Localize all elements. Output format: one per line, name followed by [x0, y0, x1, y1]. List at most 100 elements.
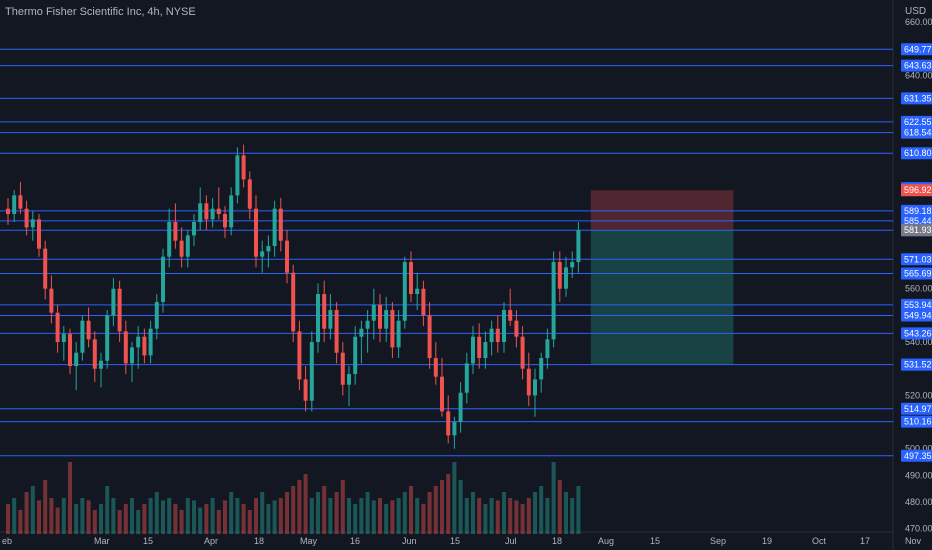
volume-bar [415, 498, 420, 534]
candle-body [415, 288, 420, 295]
x-tick-label: 17 [860, 536, 870, 546]
take-profit-zone [590, 230, 734, 365]
candle-body [24, 208, 29, 228]
volume-bar [198, 507, 203, 534]
volume-bar [514, 500, 519, 534]
volume-bar [229, 492, 234, 534]
level-badge [901, 449, 932, 462]
volume-bar [359, 498, 364, 534]
volume-bar [99, 504, 103, 534]
candle-body [316, 294, 320, 343]
candle-body [161, 256, 165, 303]
x-tick-label: 16 [350, 536, 360, 546]
x-tick-label: Apr [204, 536, 218, 546]
volume-bar [105, 486, 110, 534]
volume-bar [316, 492, 320, 534]
candle-body [173, 222, 178, 241]
candle-body [229, 195, 234, 228]
volume-bar [6, 504, 10, 534]
volume-bar [117, 510, 122, 534]
volume-bar [210, 498, 215, 534]
volume-bar [216, 510, 221, 534]
candle-body [309, 342, 314, 401]
candle-body [37, 219, 41, 249]
candle-body [179, 240, 184, 257]
x-tick-label: Oct [812, 536, 827, 546]
volume-bar [340, 480, 345, 534]
x-tick-label: 18 [552, 536, 562, 546]
volume-bar [334, 492, 339, 534]
candle-body [18, 195, 23, 209]
level-badge-label: 631.35 [904, 93, 932, 103]
volume-bar [130, 498, 134, 534]
stop-loss-zone [590, 190, 734, 231]
candle-body [30, 219, 35, 228]
volume-bar [49, 498, 54, 534]
level-badge [901, 147, 932, 160]
level-badge-label: 497.35 [904, 451, 932, 461]
volume-bar [74, 504, 79, 534]
last-price-label: 581.93 [904, 225, 932, 235]
volume-bar [309, 498, 314, 534]
candle-body [142, 336, 147, 356]
volume-bar [142, 504, 147, 534]
candle-body [502, 310, 506, 343]
level-badge [901, 358, 932, 371]
candle-body [464, 363, 469, 393]
volume-bar [285, 492, 289, 534]
volume-bar [452, 462, 457, 534]
candle-body [378, 304, 382, 329]
candle-body [74, 352, 79, 367]
volume-bar [576, 486, 581, 534]
volume-bar [489, 498, 494, 534]
candle-body [260, 251, 265, 257]
level-badge-label: 553.94 [904, 300, 932, 310]
level-badge-label: 549.94 [904, 311, 932, 321]
level-badge [901, 115, 932, 128]
volume-bar [278, 498, 283, 534]
volume-bar [421, 504, 426, 534]
volume-bar [396, 498, 401, 534]
volume-bar [55, 507, 60, 534]
volume-bar [347, 498, 351, 534]
volume-bar [303, 474, 308, 534]
level-badge [901, 309, 932, 322]
last-price-badge [901, 224, 932, 237]
candle-body [371, 304, 376, 321]
x-tick-label: 19 [762, 536, 772, 546]
volume-bar [235, 498, 240, 534]
candle-body [148, 328, 153, 356]
y-tick-label: 500.00 [905, 444, 932, 454]
level-badge-label: 543.26 [904, 328, 932, 338]
candle-body [285, 240, 289, 273]
volume-bar [328, 498, 333, 534]
candle-body [61, 334, 66, 343]
volume-bar [409, 486, 413, 534]
volume-bar [533, 492, 537, 534]
candle-body [471, 336, 475, 364]
candle-body [458, 392, 463, 423]
volume-bar [161, 500, 165, 534]
candle-body [483, 342, 488, 359]
volume-bar [551, 462, 556, 534]
candle-body [6, 208, 10, 215]
y-tick-label: 540.00 [905, 337, 932, 347]
volume-bar [471, 492, 475, 534]
y-tick-label: 470.00 [905, 524, 932, 534]
level-badge-label: 589.18 [904, 206, 932, 216]
volume-bar [192, 500, 196, 534]
volume-bar [458, 480, 463, 534]
volume-bar [545, 498, 550, 534]
x-tick-label: Mar [94, 536, 110, 546]
level-badge [901, 415, 932, 428]
volume-bar [148, 498, 153, 534]
volume-bar [365, 492, 370, 534]
volume-bar [464, 498, 469, 534]
level-badge-label: 531.52 [904, 360, 932, 370]
candle-body [526, 368, 531, 396]
volume-bar [37, 500, 41, 534]
candle-body [396, 320, 401, 348]
y-tick-label: 490.00 [905, 470, 932, 480]
candle-body [49, 288, 54, 313]
